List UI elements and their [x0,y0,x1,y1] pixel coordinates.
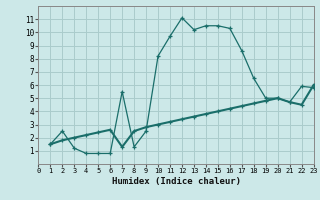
X-axis label: Humidex (Indice chaleur): Humidex (Indice chaleur) [111,177,241,186]
